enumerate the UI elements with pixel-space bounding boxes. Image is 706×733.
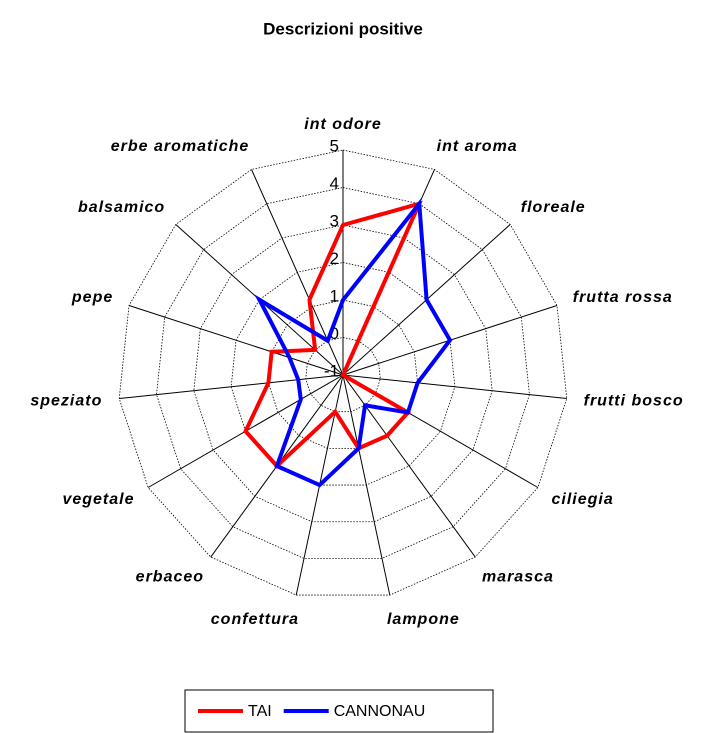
series — [243, 198, 453, 488]
spoke — [119, 374, 344, 400]
category-label: int aroma — [437, 138, 518, 155]
y-tick-label: 0 — [330, 324, 339, 343]
category-label: vegetale — [62, 491, 134, 508]
spoke — [342, 374, 391, 596]
series-line — [243, 200, 423, 469]
category-label: pepe — [71, 289, 113, 306]
y-tick-label: 5 — [330, 136, 339, 155]
category-label: lampone — [387, 611, 460, 628]
y-tick-label: 1 — [330, 286, 339, 305]
spoke — [342, 374, 567, 400]
y-tick-label: 4 — [330, 174, 339, 193]
legend-label: TAI — [248, 703, 272, 720]
grid: -1 0 1 2 3 4 5 — [118, 136, 568, 596]
category-label: int odore — [304, 116, 381, 133]
category-label: floreale — [521, 199, 586, 216]
series-line — [254, 198, 453, 488]
category-label: speziato — [30, 392, 102, 409]
category-label: frutti bosco — [584, 392, 684, 409]
labels: int odore int aroma floreale frutta rossa fr… — [30, 116, 684, 628]
category-label: balsamico — [78, 199, 165, 216]
legend: TAI CANNONAU — [198, 703, 425, 720]
category-label: erbe aromatiche — [111, 138, 250, 155]
y-tick-label: -1 — [324, 361, 339, 380]
legend-box — [184, 689, 494, 733]
category-label: confettura — [211, 611, 299, 628]
category-label: erbaceo — [136, 568, 204, 585]
category-label: frutta rossa — [573, 289, 673, 306]
spoke — [251, 169, 344, 376]
y-tick-label: 3 — [330, 211, 339, 230]
y-tick-label: 2 — [330, 249, 339, 268]
category-label: marasca — [482, 568, 554, 585]
category-label: ciliegia — [552, 491, 614, 508]
spoke — [128, 304, 344, 376]
legend-label: CANNONAU — [334, 703, 426, 720]
chart-title: Descrizioni positive — [263, 19, 423, 38]
